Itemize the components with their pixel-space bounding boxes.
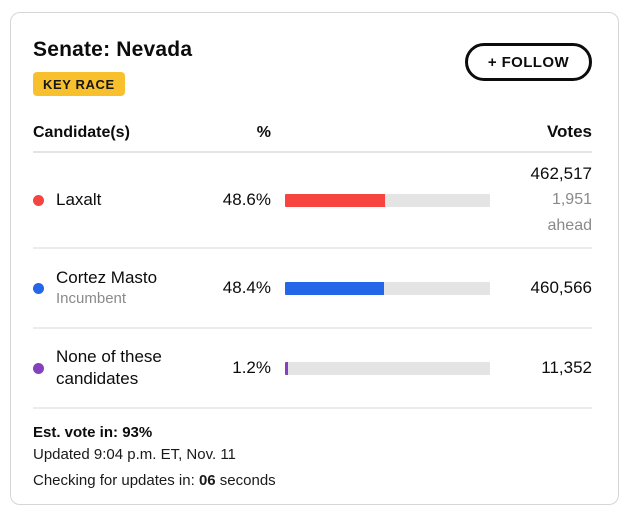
table-row: Cortez Masto Incumbent 48.4% 460,566 <box>33 249 592 329</box>
percent-value: 48.4% <box>222 278 271 297</box>
updated-line: Updated 9:04 p.m. ET, Nov. 11 <box>33 446 236 463</box>
votes-value: 11,352 <box>541 358 592 377</box>
votes-cell: 460,566 <box>490 275 592 301</box>
incumbent-label: Incumbent <box>56 290 127 307</box>
candidate-name: Cortez Masto <box>56 268 158 287</box>
column-header-percent: % <box>256 124 271 141</box>
checking-line: Checking for updates in: 06 seconds <box>33 470 592 492</box>
results-table: Candidate(s) % Votes Laxalt 48.6% 462,51… <box>33 96 592 409</box>
votes-cell: 11,352 <box>490 355 592 381</box>
column-header-candidate: Candidate(s) <box>33 124 130 141</box>
percent-value: 48.6% <box>222 190 271 209</box>
bar-cell <box>271 361 490 375</box>
candidate-name-block: Cortez Masto Incumbent <box>56 267 157 309</box>
percent-value: 1.2% <box>232 358 271 377</box>
votes-cell: 462,517 1,951 ahead <box>490 161 592 239</box>
checking-prefix: Checking for updates in: <box>33 472 195 489</box>
bar-cell <box>271 281 490 295</box>
table-row: None of these candidates 1.2% 11,352 <box>33 329 592 409</box>
candidate-color-dot <box>33 362 44 374</box>
column-header-votes: Votes <box>546 122 592 141</box>
est-vote-label: Est. vote in: <box>33 424 119 441</box>
votes-value: 460,566 <box>530 278 592 297</box>
est-vote-line: Est. vote in: 93% <box>33 422 592 444</box>
bar-cell <box>271 193 490 207</box>
checking-suffix: seconds <box>219 472 276 489</box>
votes-value: 462,517 <box>530 164 592 183</box>
table-row: Laxalt 48.6% 462,517 1,951 ahead <box>33 153 592 249</box>
race-card-footer: Est. vote in: 93% Updated 9:04 p.m. ET, … <box>33 409 592 492</box>
candidate-color-dot <box>33 282 44 294</box>
candidate-name: Laxalt <box>56 190 102 209</box>
margin-value: 1,951 <box>551 191 592 208</box>
race-card: Senate: Nevada KEY RACE + FOLLOW Candida… <box>10 12 619 505</box>
table-header-row: Candidate(s) % Votes <box>33 96 592 153</box>
vote-bar-fill <box>285 361 288 375</box>
candidate-color-dot <box>33 194 44 206</box>
vote-bar-track <box>285 361 490 375</box>
est-vote-value: 93% <box>122 424 153 441</box>
checking-countdown: 06 <box>198 472 216 489</box>
candidate-name: None of these candidates <box>56 347 162 388</box>
candidate-cell: Laxalt <box>33 189 203 211</box>
race-card-header: Senate: Nevada KEY RACE + FOLLOW <box>33 39 592 96</box>
vote-bar-fill <box>285 193 385 207</box>
page-title: Senate: Nevada <box>33 38 193 61</box>
follow-button[interactable]: + FOLLOW <box>464 43 592 81</box>
candidate-cell: None of these candidates <box>33 346 203 390</box>
vote-bar-track <box>285 281 490 295</box>
key-race-badge: KEY RACE <box>33 72 125 96</box>
candidate-cell: Cortez Masto Incumbent <box>33 267 203 309</box>
vote-bar-fill <box>285 281 385 295</box>
margin-label: ahead <box>547 217 593 234</box>
vote-bar-track <box>285 193 490 207</box>
